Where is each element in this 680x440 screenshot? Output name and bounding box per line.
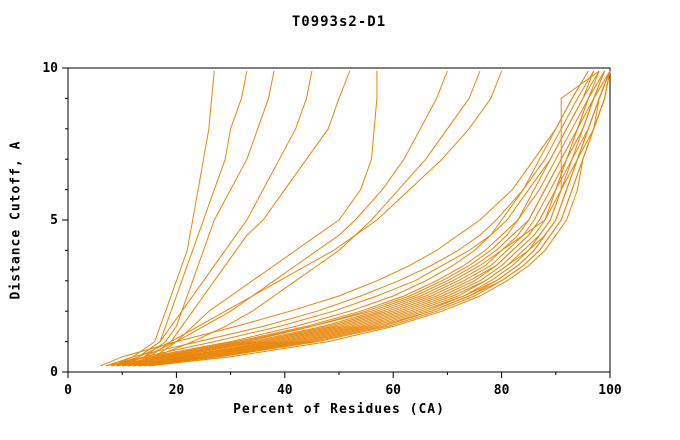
- x-tick-label: 100: [598, 383, 622, 398]
- model-curve: [111, 70, 215, 367]
- model-curve: [111, 70, 595, 367]
- model-curve: [122, 70, 481, 367]
- x-axis-label: Percent of Residues (CA): [233, 402, 445, 417]
- x-tick-label: 60: [385, 383, 401, 398]
- model-curve: [132, 70, 611, 367]
- model-curve: [138, 70, 611, 367]
- model-curve: [127, 70, 611, 367]
- model-curve: [127, 70, 351, 367]
- y-tick-label: 10: [42, 61, 58, 76]
- y-tick-label: 5: [50, 213, 58, 228]
- x-tick-label: 0: [64, 383, 72, 398]
- model-curve: [122, 70, 275, 367]
- model-curve: [122, 70, 606, 367]
- model-curve: [122, 70, 606, 367]
- model-curve: [116, 70, 313, 367]
- model-curve: [116, 70, 248, 367]
- y-tick-label: 0: [50, 365, 58, 380]
- model-curve: [116, 70, 600, 367]
- model-curve: [100, 70, 589, 367]
- model-curve: [116, 70, 448, 367]
- y-axis-ticks: 0 5 10: [42, 61, 68, 380]
- model-curve: [111, 70, 503, 367]
- model-curve: [138, 70, 611, 367]
- x-tick-label: 40: [277, 383, 293, 398]
- model-curve: [105, 70, 589, 367]
- model-curve: [116, 70, 600, 367]
- model-curve: [127, 70, 611, 367]
- chart-title: T0993s2-D1: [291, 14, 387, 30]
- x-axis-ticks: 0 20 40 60 80 100: [64, 372, 622, 398]
- model-curve: [105, 70, 595, 367]
- x-tick-label: 20: [169, 383, 185, 398]
- data-series: [100, 70, 611, 367]
- x-tick-label: 80: [494, 383, 510, 398]
- model-curve: [122, 70, 606, 367]
- model-curve: [132, 70, 611, 367]
